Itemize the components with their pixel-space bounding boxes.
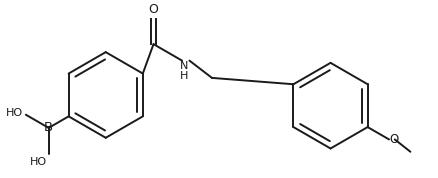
Text: HO: HO [6,108,23,118]
Text: N
H: N H [180,61,188,81]
Text: B: B [43,121,53,134]
Text: O: O [148,3,159,16]
Text: O: O [390,133,399,146]
Text: HO: HO [30,157,47,167]
